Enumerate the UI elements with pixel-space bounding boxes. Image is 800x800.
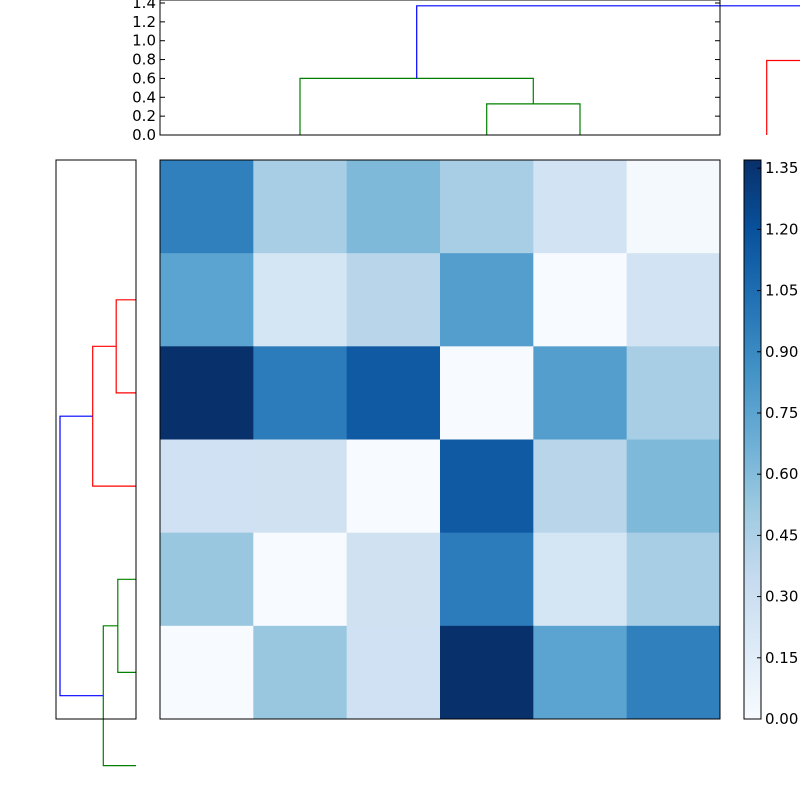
top-dendrogram-y-ticks: 0.00.20.40.60.81.01.21.4 [132,0,720,144]
heatmap-cell [626,346,721,440]
heatmap-cell [440,160,534,254]
heatmap-cell [160,346,254,440]
heatmap-cell [626,253,721,347]
colorbar-tick-label: 0.30 [765,588,798,606]
colorbar-gradient [744,160,761,719]
heatmap-cell [346,439,441,534]
left-dendrogram-link [102,625,136,767]
colorbar-tick-label: 1.20 [765,220,798,238]
heatmap-cell [253,160,348,254]
top-dendrogram-link [766,59,800,135]
top-dendrogram-tick-label: 1.0 [132,32,156,50]
heatmap-cell [533,160,628,254]
top-dendrogram: 0.00.20.40.60.81.01.21.4 [132,0,800,144]
colorbar-frame [743,159,762,720]
heatmap-cell [533,346,628,440]
heatmap-cell [440,532,534,627]
heatmap-cell [533,253,628,347]
heatmap-cell [346,160,441,254]
colorbar-tick-label: 0.00 [765,710,798,728]
top-dendrogram-tick-label: 0.0 [132,126,156,144]
heatmap-cell [346,346,441,440]
colorbar-tick-label: 0.90 [765,343,798,361]
left-dendrogram-link [115,299,136,394]
heatmap-cell [440,253,534,347]
heatmap-cell [533,625,628,720]
left-dendrogram-link [59,415,104,697]
heatmap-cell [626,160,721,254]
top-dendrogram-tick-label: 0.6 [132,69,156,87]
colorbar-ticks: 0.00 0.15 0.30 0.45 0.60 0.75 0.90 1.05 1.20 1.35 [757,159,798,728]
heatmap-cell [440,625,534,720]
heatmap-frame [159,159,721,720]
top-dendrogram-tick-label: 1.2 [132,13,156,31]
heatmap-cell [160,532,254,627]
top-dendrogram-link [416,5,800,79]
heatmap-cell [533,532,628,627]
top-dendrogram-tick-label: 0.2 [132,107,156,125]
top-dendrogram-tick-label: 0.4 [132,88,156,106]
heatmap-cell [346,253,441,347]
heatmap-cell [160,160,254,254]
heatmap-cell [626,625,721,720]
heatmap-cell [440,346,534,440]
heatmap-cells [160,160,721,720]
left-dendrogram-frame [55,159,137,720]
heatmap-cell [346,625,441,720]
heatmap-cell [253,253,348,347]
left-dendrogram-link [117,578,136,674]
top-dendrogram-link [486,103,581,135]
colorbar-tick-label: 1.05 [765,282,798,300]
top-dendrogram-frame [159,0,721,136]
heatmap-cell [253,439,348,534]
top-dendrogram-tick-label: 1.4 [132,0,156,12]
heatmap-cell [160,253,254,347]
heatmap-cell [626,439,721,534]
top-dendrogram-tick-label: 0.8 [132,51,156,69]
left-dendrogram-links [59,299,136,767]
heatmap-cell [253,346,348,440]
colorbar-tick-label: 0.15 [765,649,798,667]
colorbar-tick-label: 0.45 [765,526,798,544]
heatmap-cell [160,625,254,720]
left-dendrogram-link [92,345,136,487]
heatmap-cell [440,439,534,534]
colorbar: 0.00 0.15 0.30 0.45 0.60 0.75 0.90 1.05 1.20 1.35 [743,159,798,728]
colorbar-tick-label: 0.60 [765,465,798,483]
heatmap-cell [253,625,348,720]
colorbar-tick-label: 0.75 [765,404,798,422]
top-dendrogram-links [299,5,800,135]
colorbar-tick-label: 1.35 [765,159,798,177]
heatmap-cell [253,532,348,627]
heatmap [159,159,721,720]
top-dendrogram-link [299,77,534,135]
heatmap-cell [346,532,441,627]
heatmap-cell [160,439,254,534]
heatmap-cell [533,439,628,534]
left-dendrogram [55,159,137,767]
heatmap-cell [626,532,721,627]
